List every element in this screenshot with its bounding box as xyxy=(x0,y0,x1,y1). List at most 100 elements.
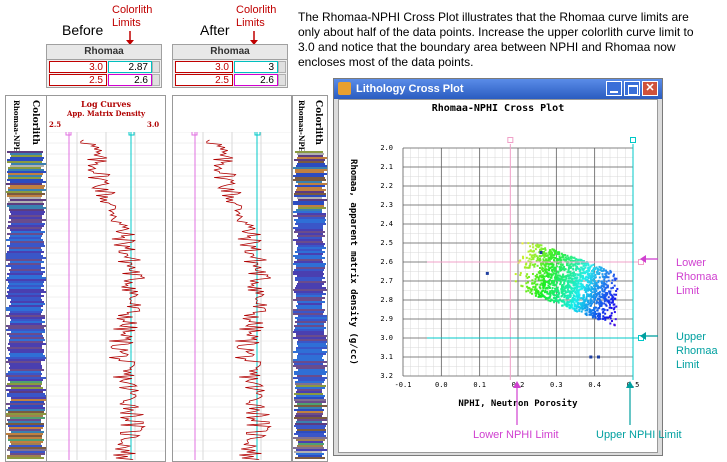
colorlith-band xyxy=(298,369,325,371)
data-point xyxy=(578,309,581,312)
data-point xyxy=(535,290,538,293)
data-point xyxy=(581,287,584,290)
colorlith-band xyxy=(9,313,41,315)
colorlith-band xyxy=(298,237,322,239)
upper-limit-left-field[interactable]: 3.0 xyxy=(49,61,107,73)
data-point xyxy=(601,273,604,276)
colorlith-band xyxy=(8,447,46,449)
colorlith-band xyxy=(8,225,44,227)
data-point xyxy=(605,269,608,272)
data-point xyxy=(610,298,613,301)
colorlith-band xyxy=(297,197,322,199)
colorlith-band xyxy=(9,215,42,217)
data-point xyxy=(574,279,577,282)
data-point xyxy=(562,288,565,291)
data-point xyxy=(583,271,586,274)
data-point xyxy=(559,278,562,281)
upper-limit-field[interactable]: 3 xyxy=(234,61,278,73)
spinner-icon[interactable] xyxy=(278,61,286,73)
data-point xyxy=(539,251,543,254)
data-point xyxy=(539,287,542,290)
data-point xyxy=(552,282,555,285)
data-point xyxy=(549,251,552,254)
colorlith-band xyxy=(295,457,325,459)
colorlith-band xyxy=(6,315,45,317)
data-point xyxy=(583,264,586,267)
data-point xyxy=(594,281,597,284)
close-icon[interactable]: ✕ xyxy=(642,81,658,96)
data-point xyxy=(538,257,541,260)
data-point xyxy=(540,249,543,252)
maximize-icon[interactable] xyxy=(624,81,640,96)
data-point xyxy=(581,267,584,270)
data-point xyxy=(612,273,615,276)
colorlith-band xyxy=(6,389,46,391)
data-point xyxy=(611,299,614,302)
data-point xyxy=(556,274,559,277)
data-point xyxy=(582,271,585,274)
data-point xyxy=(585,283,588,286)
colorlith-band xyxy=(296,347,327,349)
upper-limit-left-field[interactable]: 3.0 xyxy=(175,61,233,73)
colorlith-band xyxy=(6,403,45,405)
data-point xyxy=(567,264,570,267)
data-point xyxy=(585,305,588,308)
lower-limit-field[interactable]: 2.6 xyxy=(108,74,152,86)
data-point xyxy=(532,263,535,266)
data-point xyxy=(572,271,575,274)
colorlith-band xyxy=(293,359,324,361)
lower-limit-field[interactable]: 2.6 xyxy=(234,74,278,86)
data-point xyxy=(546,262,549,265)
minimize-icon[interactable] xyxy=(606,81,622,96)
data-point xyxy=(563,293,566,296)
colorlith-band xyxy=(298,217,325,219)
data-point xyxy=(571,287,574,290)
data-point xyxy=(598,315,601,318)
spinner-icon[interactable] xyxy=(152,74,160,86)
data-point xyxy=(552,254,555,257)
data-point xyxy=(564,287,567,290)
colorlith-band xyxy=(9,335,43,337)
data-point xyxy=(604,276,607,279)
colorlith-band xyxy=(297,247,326,249)
data-point xyxy=(566,262,569,265)
colorlith-band xyxy=(293,227,323,229)
colorlith-band xyxy=(293,255,322,257)
data-point xyxy=(534,285,537,288)
lower-limit-left-field[interactable]: 2.5 xyxy=(49,74,107,86)
spinner-icon[interactable] xyxy=(152,61,160,73)
data-point xyxy=(554,273,557,276)
data-point xyxy=(603,281,606,284)
colorlith-band xyxy=(297,235,325,237)
colorlith-band xyxy=(297,213,326,215)
data-point xyxy=(576,258,579,261)
colorlith-band xyxy=(296,335,327,337)
lower-limit-left-field[interactable]: 2.5 xyxy=(175,74,233,86)
colorlith-band xyxy=(298,441,323,443)
data-point xyxy=(523,266,526,269)
colorlith-band xyxy=(294,325,324,327)
spinner-icon[interactable] xyxy=(278,74,286,86)
colorlith-band xyxy=(10,317,45,319)
data-point xyxy=(584,299,587,302)
data-point xyxy=(596,314,599,317)
colorlith-band xyxy=(10,229,41,231)
upper-limit-field[interactable]: 2.87 xyxy=(108,61,152,73)
data-point xyxy=(597,292,600,295)
colorlith-band xyxy=(9,445,42,447)
data-point xyxy=(590,296,593,299)
colorlith-band xyxy=(298,315,327,317)
data-point xyxy=(558,268,561,271)
data-point xyxy=(602,294,605,297)
data-point xyxy=(609,317,612,320)
data-point xyxy=(577,285,580,288)
data-point xyxy=(592,275,595,278)
data-point xyxy=(576,276,579,279)
colorlith-band xyxy=(296,333,324,335)
window-titlebar[interactable]: Lithology Cross Plot ✕ xyxy=(334,79,662,99)
data-point xyxy=(540,262,543,265)
data-point xyxy=(609,271,612,274)
colorlith-band xyxy=(11,431,44,433)
data-point xyxy=(544,254,547,257)
data-point xyxy=(557,279,560,282)
